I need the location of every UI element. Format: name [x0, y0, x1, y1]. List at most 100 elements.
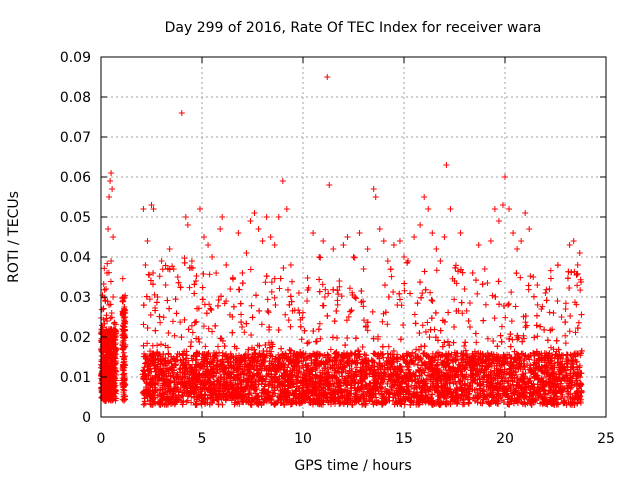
data-point: [298, 336, 305, 343]
data-point: [119, 295, 126, 302]
data-point: [522, 319, 529, 326]
data-point: [419, 322, 426, 329]
data-point: [105, 390, 112, 397]
data-point: [452, 262, 459, 269]
data-point: [100, 366, 107, 373]
data-point: [202, 391, 209, 398]
data-point: [120, 312, 127, 319]
data-point: [502, 314, 509, 321]
data-point: [256, 351, 263, 358]
data-point: [413, 346, 420, 353]
data-point: [121, 370, 128, 377]
data-point: [359, 343, 366, 350]
data-point: [101, 265, 108, 272]
data-point: [427, 289, 434, 296]
data-point: [280, 265, 287, 272]
data-point: [390, 289, 397, 296]
data-point: [416, 346, 423, 353]
data-point: [508, 289, 515, 296]
data-point: [111, 341, 118, 348]
data-point: [409, 349, 416, 356]
data-point: [424, 319, 431, 326]
data-point: [491, 315, 498, 322]
data-point: [395, 355, 402, 362]
data-point: [122, 343, 129, 350]
data-point: [103, 353, 110, 360]
data-point: [180, 398, 187, 405]
data-point: [369, 308, 376, 315]
data-point: [112, 377, 119, 384]
data-point: [236, 286, 243, 293]
data-point: [121, 395, 128, 402]
data-point: [334, 334, 341, 341]
data-point: [238, 311, 245, 318]
data-point: [159, 266, 166, 273]
data-point: [109, 397, 116, 404]
data-point: [202, 343, 209, 350]
data-point: [334, 301, 341, 308]
data-point: [106, 369, 113, 376]
data-point: [144, 340, 151, 347]
data-point: [120, 356, 127, 363]
data-point: [344, 334, 351, 341]
data-point: [577, 287, 584, 294]
data-point: [512, 303, 519, 310]
data-point: [319, 367, 326, 374]
data-point: [102, 397, 109, 404]
data-point: [289, 278, 296, 285]
data-point: [299, 314, 306, 321]
data-point: [571, 299, 578, 306]
data-point: [109, 351, 116, 358]
data-point: [122, 381, 129, 388]
data-point: [101, 334, 108, 341]
data-point: [398, 302, 405, 309]
data-point: [206, 271, 213, 278]
data-point: [433, 267, 440, 274]
data-point: [509, 336, 516, 343]
data-point: [119, 322, 126, 329]
data-point: [489, 292, 496, 299]
data-point: [120, 377, 127, 384]
data-point: [195, 389, 202, 396]
data-point: [169, 318, 176, 325]
data-point: [429, 297, 436, 304]
data-point: [108, 335, 115, 342]
data-point: [426, 334, 433, 341]
data-point: [505, 300, 512, 307]
data-point: [291, 307, 298, 314]
data-point: [543, 286, 550, 293]
data-point: [209, 328, 216, 335]
data-point: [107, 315, 114, 322]
data-point: [520, 332, 527, 339]
data-point: [513, 368, 520, 375]
data-point: [562, 300, 569, 307]
data-point: [184, 368, 191, 375]
data-point: [461, 343, 468, 350]
data-point: [558, 395, 565, 402]
data-point: [168, 360, 175, 367]
data-point: [336, 283, 343, 290]
data-point: [105, 363, 112, 370]
data-point: [104, 260, 111, 267]
data-point: [147, 311, 154, 318]
data-point: [304, 274, 311, 281]
data-point: [445, 363, 452, 370]
data-point: [317, 335, 324, 342]
data-point: [102, 358, 109, 365]
data-point: [474, 290, 481, 297]
data-point: [99, 363, 106, 370]
data-point: [482, 301, 489, 308]
data-point: [534, 301, 541, 308]
data-point: [268, 348, 275, 355]
data-point: [119, 275, 126, 282]
data-point: [508, 318, 515, 325]
data-point: [111, 320, 118, 327]
data-point: [302, 350, 309, 357]
data-point: [400, 321, 407, 328]
data-point: [379, 343, 386, 350]
data-point: [519, 371, 526, 378]
data-point: [348, 385, 355, 392]
data-point: [229, 313, 236, 320]
data-point: [200, 323, 207, 330]
